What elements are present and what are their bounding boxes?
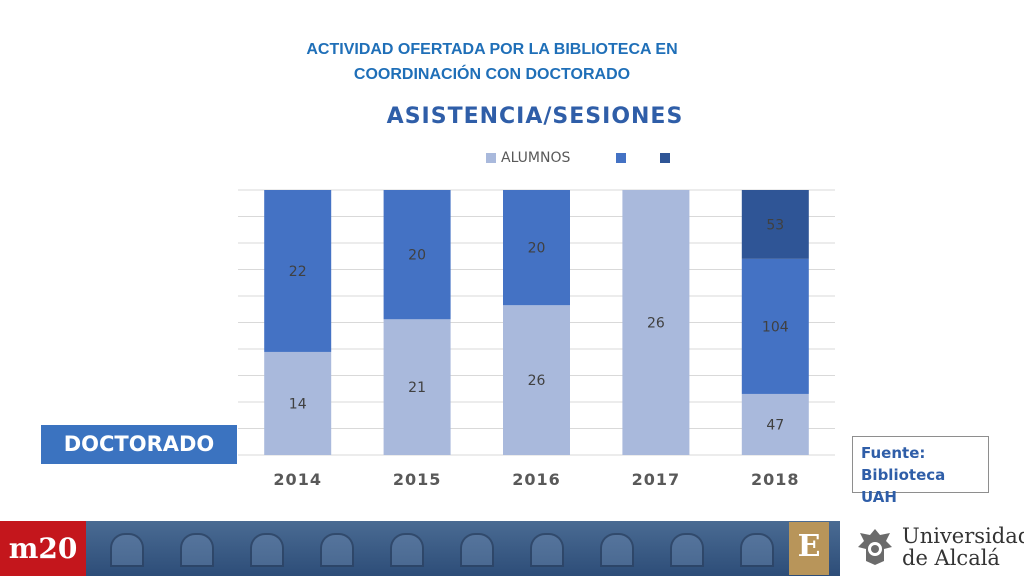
x-tick-label: 2015 — [393, 470, 442, 489]
university-name: Universidad de Alcalá — [902, 525, 1024, 569]
source-box: Fuente: Biblioteca UAH — [852, 436, 989, 506]
footer-window-ornament — [180, 533, 214, 567]
data-label: 22 — [289, 264, 307, 280]
source-label: Fuente: — [861, 444, 926, 462]
footer-window-ornament — [460, 533, 494, 567]
x-tick-label: 2016 — [512, 470, 561, 489]
legend-swatch-alumnos — [486, 153, 496, 163]
footer-window-ornament — [600, 533, 634, 567]
footer-window-ornament — [390, 533, 424, 567]
data-label: 20 — [528, 241, 546, 257]
x-tick-label: 2014 — [273, 470, 322, 489]
bar-segment — [383, 319, 451, 455]
university-crest-icon — [858, 529, 892, 565]
university-logo: Universidad de Alcalá — [840, 521, 1024, 576]
legend-label-alumnos: ALUMNOS — [501, 150, 571, 166]
footer-window-ornament — [670, 533, 704, 567]
header-title: ACTIVIDAD OFERTADA POR LA BIBLIOTECA EN … — [262, 37, 722, 87]
source-name: Biblioteca UAH — [861, 466, 946, 506]
data-label: 26 — [528, 373, 546, 389]
bar-segment — [264, 351, 332, 455]
data-label: 47 — [766, 417, 784, 433]
bar-segment — [622, 190, 690, 455]
x-tick-label: 2017 — [632, 470, 681, 489]
footer-window-ornament — [740, 533, 774, 567]
university-name-line2: de Alcalá — [902, 546, 1000, 570]
bar-segment — [503, 305, 570, 455]
excellence-emblem: E — [789, 522, 829, 575]
chart-title: ASISTENCIA/SESIONES — [386, 104, 684, 129]
footer-window-ornament — [250, 533, 284, 567]
data-label: 104 — [762, 319, 789, 335]
footer-window-ornament — [530, 533, 564, 567]
data-label: 53 — [766, 217, 784, 233]
x-tick-label: 2018 — [751, 470, 800, 489]
legend-swatch-series-3 — [660, 153, 670, 163]
footer-window-ornament — [110, 533, 144, 567]
header-title-line1: ACTIVIDAD OFERTADA POR LA BIBLIOTECA EN — [306, 41, 678, 58]
bar-segment — [264, 190, 332, 352]
doctorado-badge: DOCTORADO — [41, 425, 237, 464]
bar-segment — [741, 393, 809, 455]
data-label: 14 — [289, 396, 307, 412]
m20-logo: m20 — [0, 521, 86, 576]
data-label: 20 — [408, 248, 426, 264]
legend-item-series-3 — [660, 150, 675, 166]
bar-segment — [741, 258, 809, 394]
legend-item-alumnos: ALUMNOS — [486, 150, 570, 166]
footer-window-ornament — [320, 533, 354, 567]
data-label: 21 — [408, 380, 426, 396]
bar-segment — [383, 190, 451, 320]
university-name-line1: Universidad — [902, 524, 1024, 548]
bar-segment — [741, 190, 809, 259]
data-label: 26 — [647, 316, 665, 332]
legend-item-series-2 — [616, 150, 631, 166]
header-title-line2: COORDINACIÓN CON DOCTORADO — [353, 66, 631, 83]
legend-swatch-series-2 — [616, 153, 626, 163]
bar-segment — [503, 190, 570, 306]
